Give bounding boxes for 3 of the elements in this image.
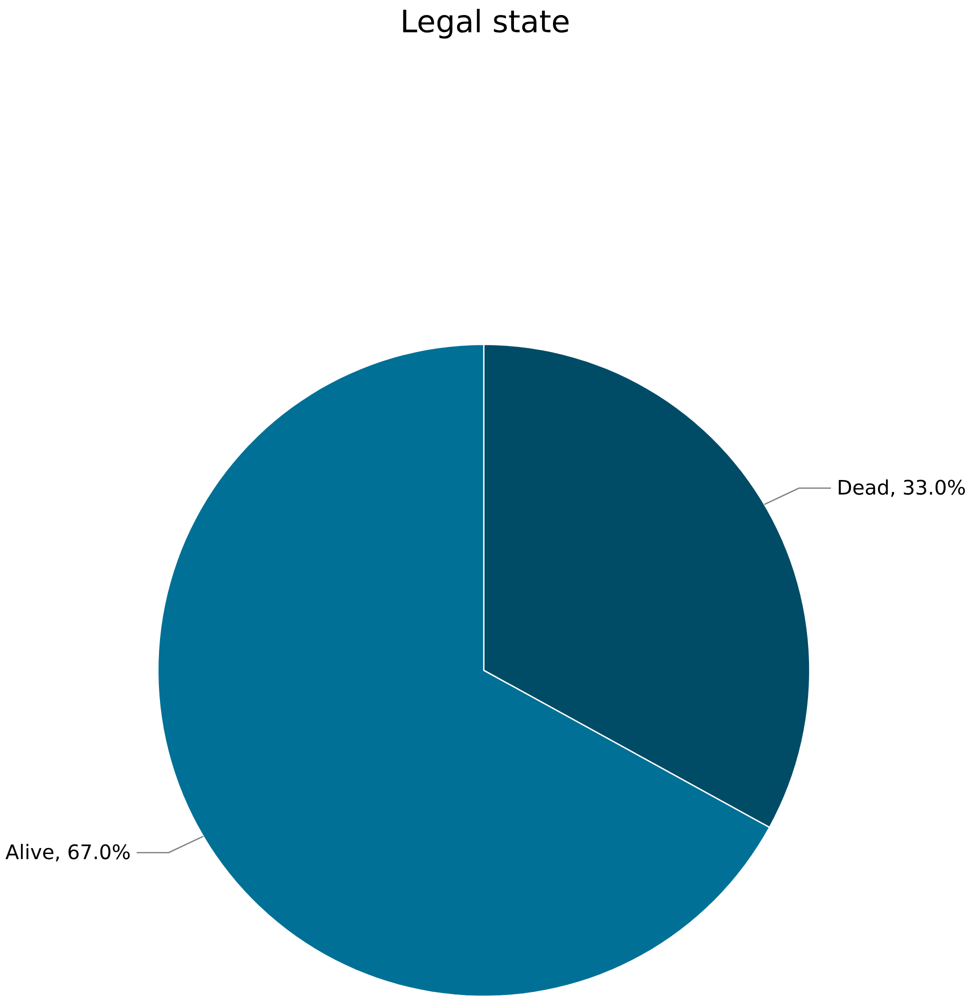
chart-title: Legal state	[403, 8, 568, 39]
slice-label: Alive, 67.0%	[5, 844, 130, 862]
slice-label: Dead, 33.0%	[838, 479, 965, 497]
